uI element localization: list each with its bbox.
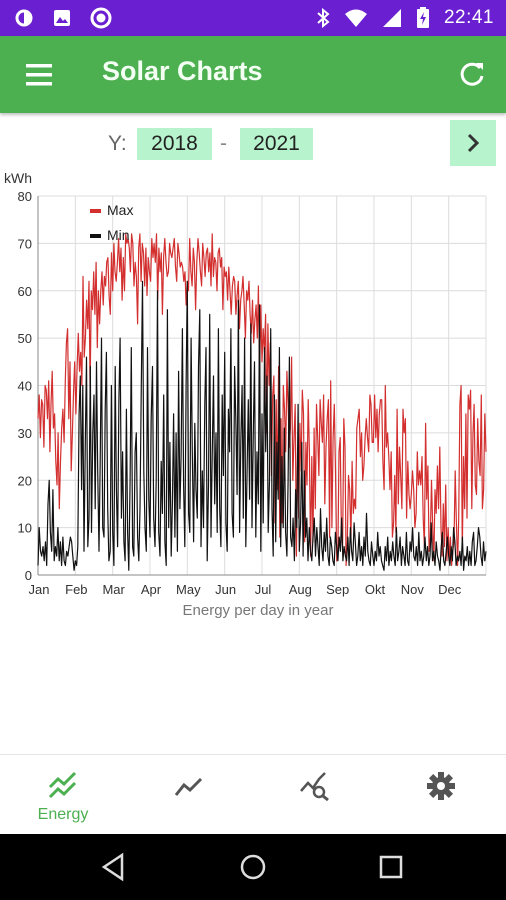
status-bar: 22:41: [0, 0, 506, 36]
x-tick-label: Okt: [365, 582, 386, 597]
circle-app-icon: [90, 7, 112, 29]
nav-settings[interactable]: [378, 755, 504, 835]
app-bar: Solar Charts: [0, 36, 506, 113]
y-tick-label: 80: [18, 189, 32, 204]
x-axis-label: Energy per day in year: [183, 602, 334, 619]
wifi-icon: [344, 9, 367, 27]
y-tick-label: 50: [18, 331, 32, 346]
series-line-min: [37, 280, 487, 571]
x-tick-label: Aug: [289, 582, 312, 597]
refresh-button[interactable]: [456, 58, 488, 90]
nav-energy[interactable]: Energy: [0, 755, 126, 835]
year-label: Y:: [108, 132, 127, 155]
y-tick-label: 20: [18, 473, 32, 488]
energy-chart: 0 10 20 30 40 50 60 70 80 Jan Feb Mar Apr May Jun Jul Au…: [4, 170, 487, 619]
status-bar-right: 22:41: [316, 0, 494, 36]
image-icon: [54, 10, 70, 26]
next-year-button[interactable]: [450, 120, 496, 166]
year-to-field[interactable]: 2021: [240, 128, 313, 160]
home-icon[interactable]: [237, 851, 269, 883]
x-tick-label: Sep: [326, 582, 349, 597]
x-tick-label: Jun: [215, 582, 236, 597]
menu-button[interactable]: [24, 60, 56, 90]
y-tick-label: 10: [18, 521, 32, 536]
refresh-icon: [460, 62, 484, 86]
y-axis-label: kWh: [4, 170, 32, 186]
y-tick-label: 60: [18, 284, 32, 299]
bottom-navigation: Energy: [0, 754, 506, 835]
app-title: Solar Charts: [102, 56, 263, 86]
x-tick-label: Mar: [102, 582, 125, 597]
back-icon[interactable]: [98, 851, 130, 883]
signal-icon: [382, 9, 401, 27]
status-time: 22:41: [443, 7, 494, 28]
y-tick-label: 0: [25, 568, 32, 583]
recents-icon[interactable]: [375, 851, 407, 883]
legend-label-max: Max: [107, 202, 133, 218]
data-saver-icon: [15, 9, 33, 27]
nav-line-chart[interactable]: [126, 755, 252, 835]
year-separator: -: [220, 132, 227, 155]
series-line-max: [37, 233, 487, 567]
system-navigation-bar: [0, 834, 506, 900]
nav-energy-label: Energy: [37, 806, 89, 823]
line-chart-icon: [174, 777, 203, 796]
legend-swatch-max: [90, 209, 101, 213]
status-bar-left: [14, 0, 112, 36]
chevron-right-icon: [467, 133, 480, 153]
y-tick-label: 30: [18, 426, 32, 441]
nav-chart-search[interactable]: [252, 755, 378, 835]
bluetooth-icon: [317, 8, 330, 28]
legend-swatch-min: [90, 234, 101, 238]
legend-label-min: Min: [107, 227, 130, 243]
x-tick-label: Jan: [29, 582, 50, 597]
x-tick-label: Apr: [141, 582, 162, 597]
menu-icon: [26, 64, 52, 86]
x-tick-label: Nov: [401, 582, 425, 597]
year-from-field[interactable]: 2018: [137, 128, 212, 160]
chart-search-icon: [300, 772, 329, 801]
battery-icon: [416, 7, 429, 28]
x-tick-label: Jul: [255, 582, 272, 597]
settings-icon: [427, 772, 455, 800]
x-tick-label: May: [176, 582, 201, 597]
y-tick-label: 40: [18, 379, 32, 394]
energy-chart-icon: [48, 771, 77, 799]
x-tick-label: Dec: [438, 582, 462, 597]
x-tick-label: Feb: [65, 582, 87, 597]
y-tick-label: 70: [18, 236, 32, 251]
year-range-selector: Y: 2018 - 2021: [0, 118, 506, 170]
